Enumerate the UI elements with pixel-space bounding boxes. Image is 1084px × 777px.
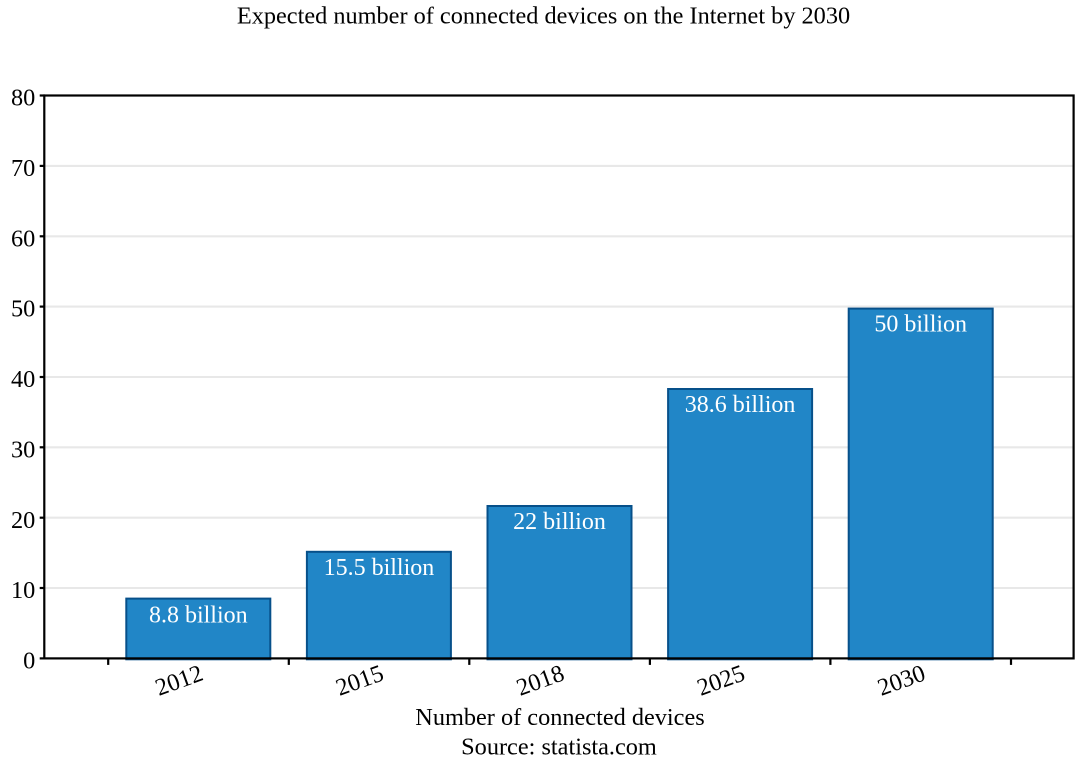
- svg-text:Source: statista.com: Source: statista.com: [461, 734, 657, 761]
- svg-text:50 billion: 50 billion: [874, 311, 967, 337]
- svg-text:0: 0: [23, 648, 35, 675]
- svg-text:Expected number of connected d: Expected number of connected devices on …: [237, 2, 850, 29]
- svg-text:15.5 billion: 15.5 billion: [324, 555, 435, 581]
- svg-text:Number of connected devices: Number of connected devices: [415, 704, 704, 731]
- svg-text:80: 80: [11, 85, 35, 112]
- svg-text:60: 60: [11, 225, 35, 252]
- svg-text:20: 20: [11, 507, 35, 534]
- svg-text:22 billion: 22 billion: [513, 509, 606, 535]
- svg-text:10: 10: [11, 577, 35, 604]
- svg-text:70: 70: [11, 155, 35, 182]
- svg-text:8.8 billion: 8.8 billion: [149, 602, 248, 628]
- svg-text:50: 50: [11, 296, 35, 323]
- svg-text:38.6 billion: 38.6 billion: [685, 392, 796, 418]
- svg-text:40: 40: [11, 366, 35, 393]
- svg-text:30: 30: [11, 436, 35, 463]
